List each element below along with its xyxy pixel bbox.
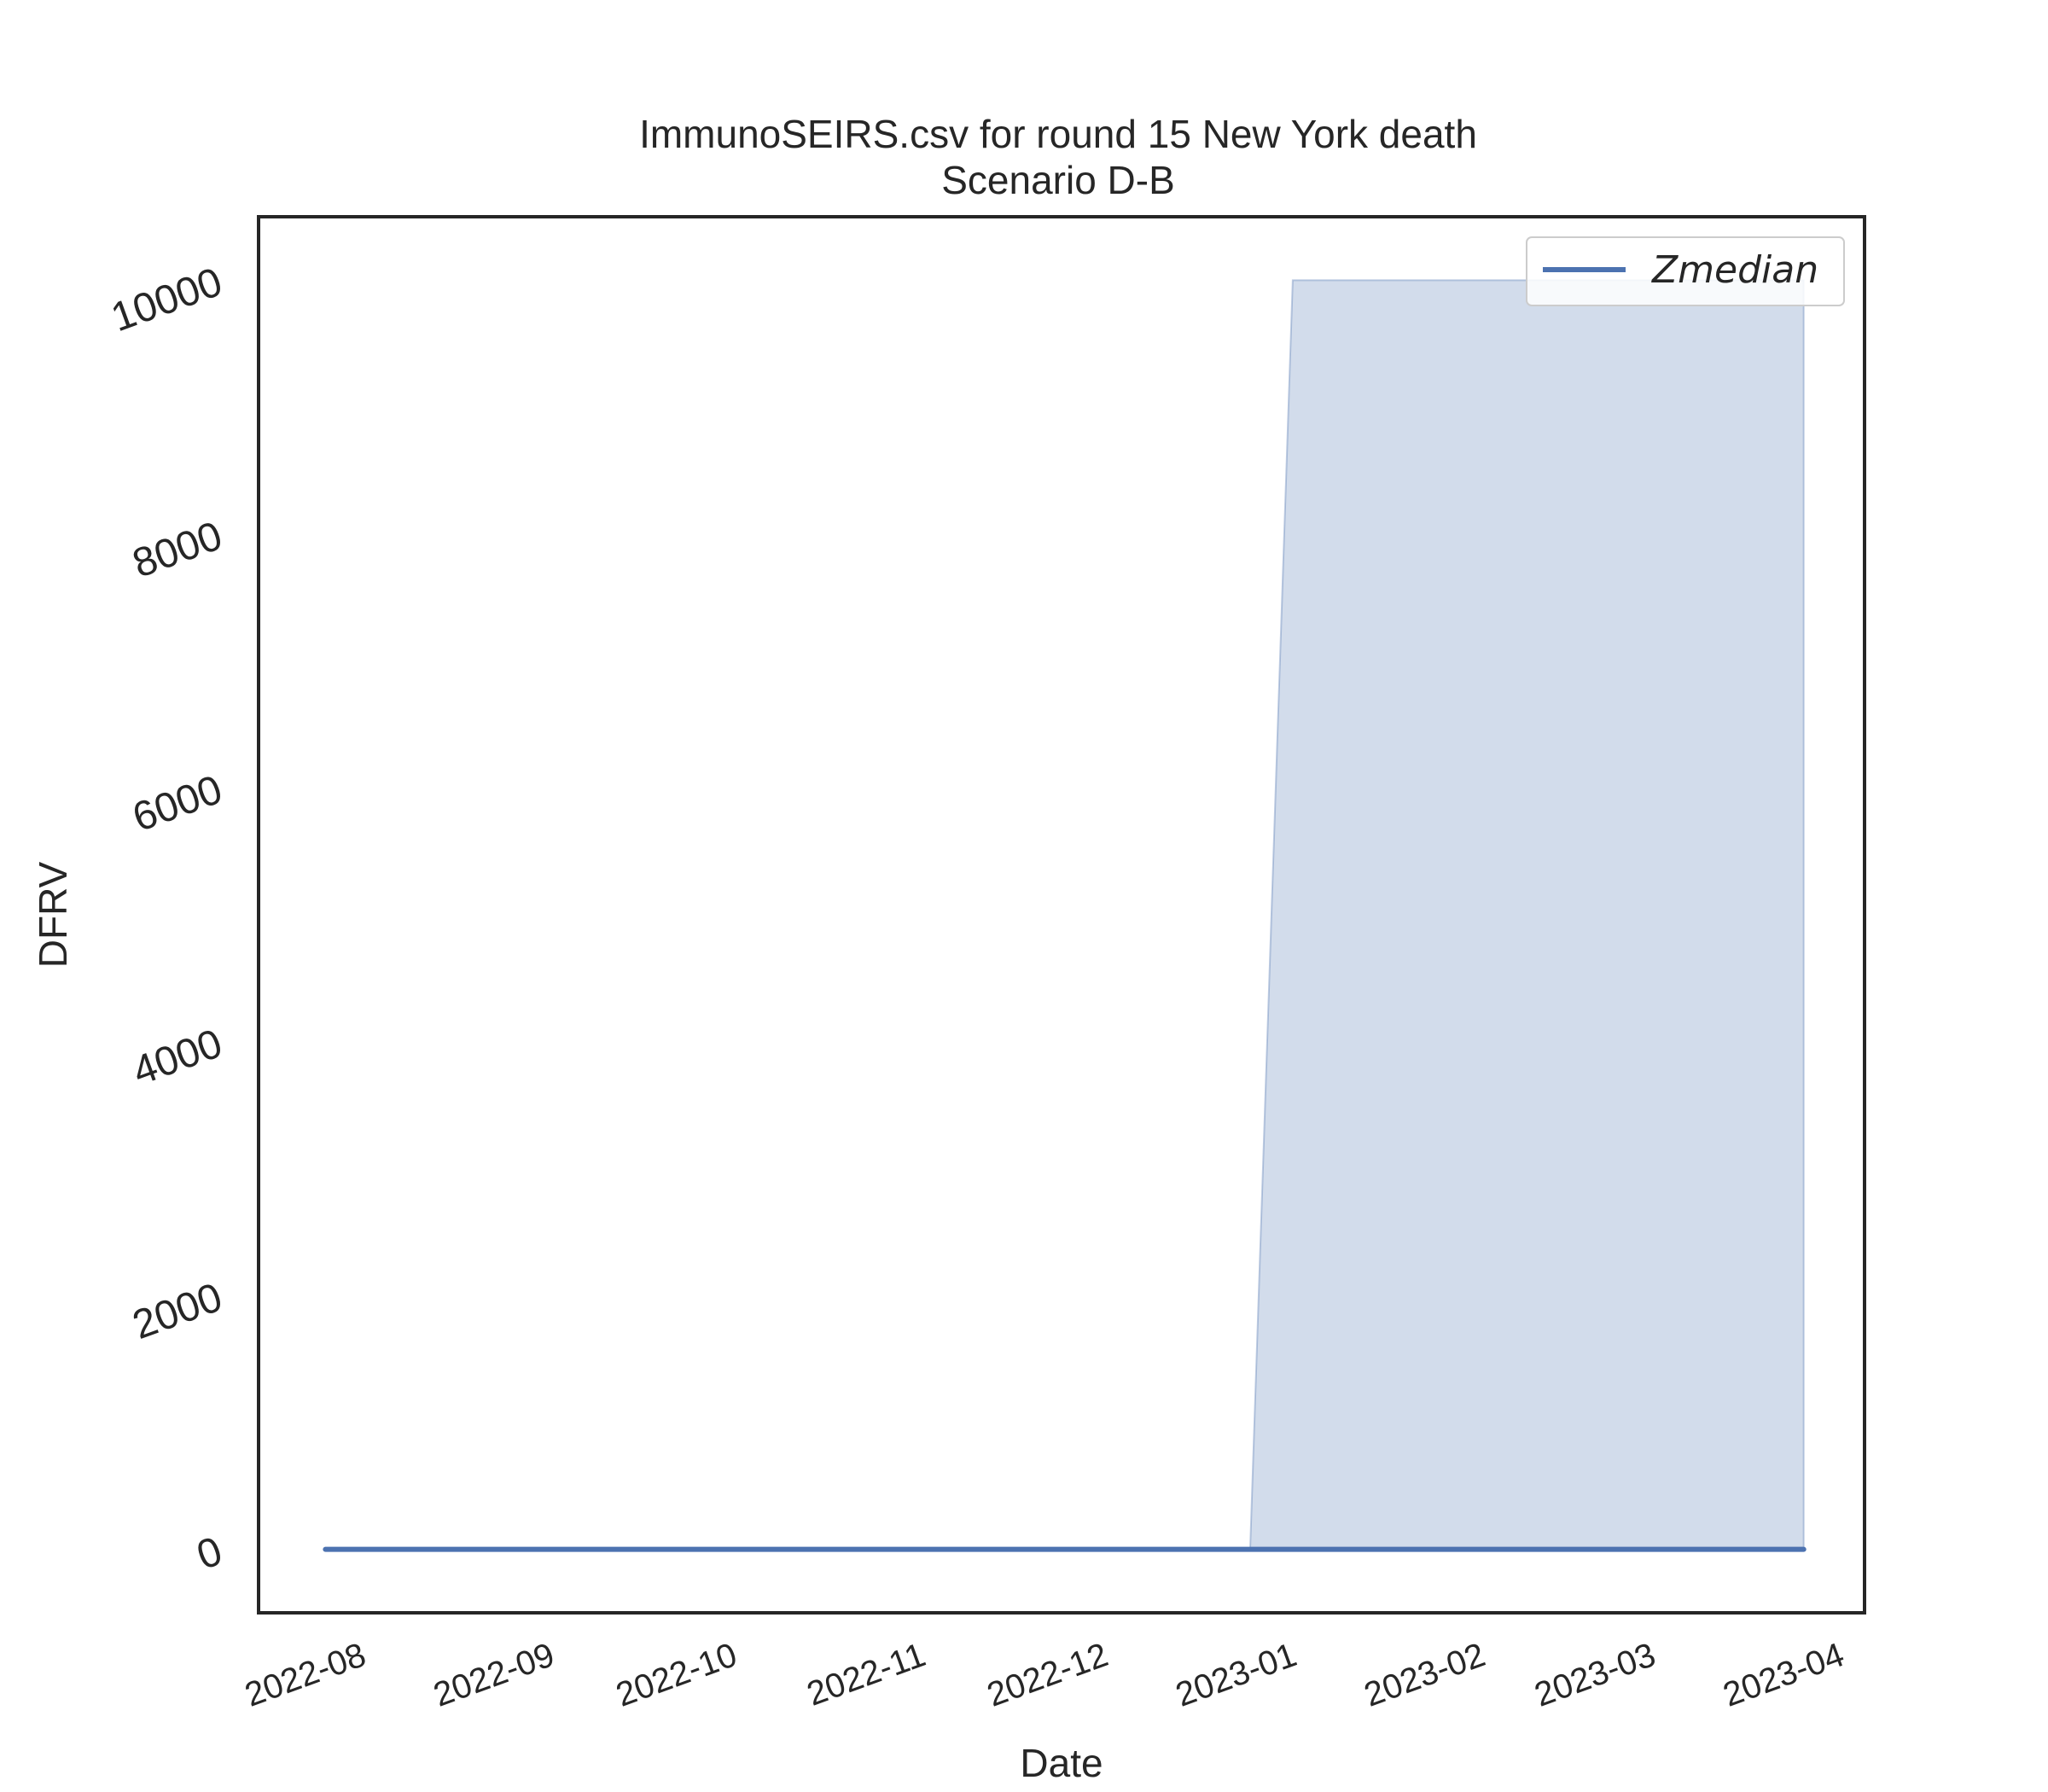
y-tick-label: 4000 [127, 1021, 228, 1094]
legend: Zmedian [1526, 236, 1845, 306]
y-tick-label: 6000 [127, 767, 228, 841]
y-tick-label: 0 [191, 1528, 228, 1579]
chart-title: ImmunoSEIRS.csv for round 15 New York de… [639, 112, 1477, 156]
x-axis-label: Date [1020, 1741, 1103, 1785]
band-layer [1248, 279, 1805, 1551]
x-tick-label: 2022-10 [611, 1636, 742, 1714]
x-tick-label: 2023-03 [1530, 1636, 1661, 1714]
chart-subtitle: Scenario D-B [941, 158, 1175, 202]
y-tick-label: 8000 [127, 513, 228, 586]
legend-box [1526, 236, 1845, 306]
legend-entry-zmedian: Zmedian [1651, 248, 1818, 292]
x-tick-label: 2022-11 [802, 1636, 930, 1713]
y-ticks: 0 2000 4000 6000 8000 10000 [106, 259, 229, 1579]
y-tick-label: 2000 [127, 1275, 228, 1348]
plot-frame [257, 215, 1866, 1615]
y-axis-label: DFRV [31, 861, 75, 968]
x-ticks: 2022-08 2022-09 2022-10 2022-11 2022-12 2023-… [240, 1636, 1848, 1714]
x-tick-label: 2022-12 [982, 1636, 1113, 1714]
x-tick-label: 2022-08 [240, 1636, 370, 1714]
x-tick-label: 2023-01 [1171, 1636, 1301, 1714]
x-tick-label: 2023-04 [1719, 1636, 1849, 1714]
confidence-band [1248, 279, 1805, 1551]
x-tick-label: 2022-09 [428, 1636, 559, 1714]
x-tick-label: 2023-02 [1359, 1636, 1490, 1714]
y-tick-label: 10000 [106, 259, 229, 340]
